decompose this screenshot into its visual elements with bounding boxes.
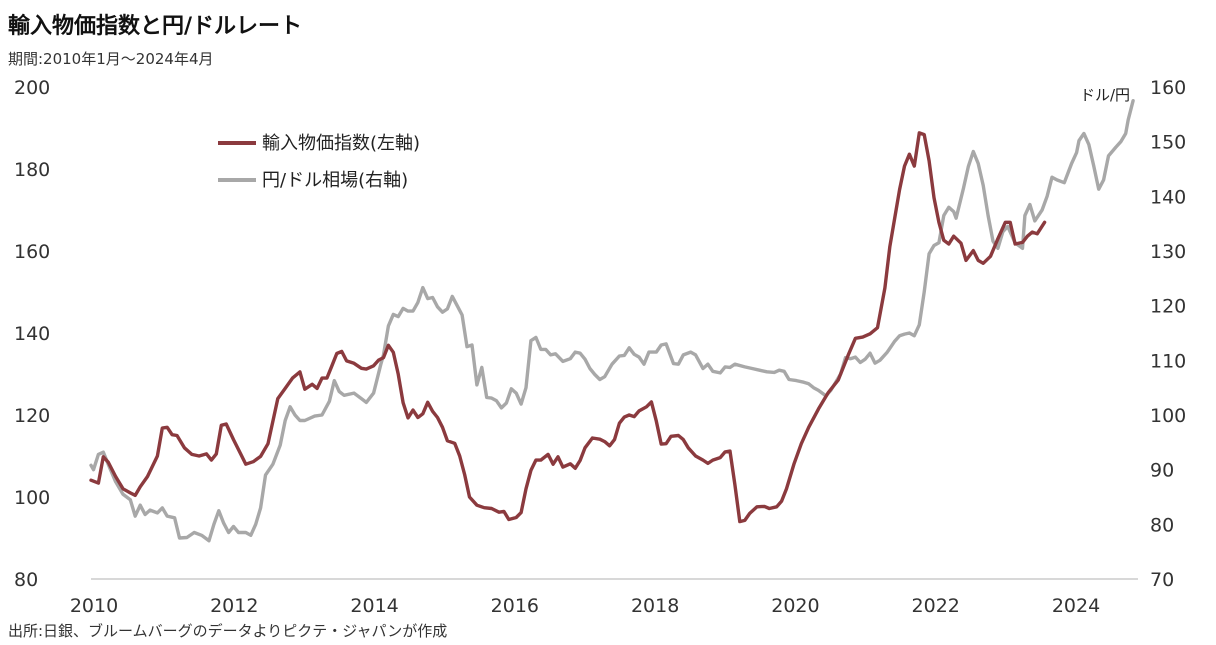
left-tick-label: 140 — [14, 323, 50, 345]
x-tick-label: 2022 — [912, 595, 960, 617]
right-tick-label: 160 — [1150, 77, 1186, 99]
left-axis-ticks: 200 180 160 140 120 100 80 — [14, 77, 50, 591]
series-line-usd-jpy — [89, 99, 1135, 543]
right-tick-label: 110 — [1150, 350, 1186, 372]
left-tick-label: 100 — [14, 487, 50, 509]
x-tick-label: 2018 — [631, 595, 679, 617]
legend-label-import-price: 輸入物価指数(左軸) — [262, 133, 420, 154]
chart-subtitle: 期間:2010年1月〜2024年4月 — [8, 50, 214, 68]
x-tick-label: 2024 — [1052, 595, 1100, 617]
x-tick-label: 2016 — [491, 595, 539, 617]
chart-legend: 輸入物価指数(左軸) 円/ドル相場(右軸) — [218, 133, 420, 191]
series-line-import-price — [89, 131, 1047, 524]
right-tick-label: 150 — [1150, 132, 1186, 154]
legend-label-usd-jpy: 円/ドル相場(右軸) — [262, 170, 408, 191]
x-tick-label: 2012 — [210, 595, 258, 617]
right-tick-label: 70 — [1150, 569, 1174, 591]
right-tick-label: 140 — [1150, 186, 1186, 208]
left-tick-label: 120 — [14, 405, 50, 427]
left-tick-label: 80 — [14, 569, 38, 591]
x-tick-label: 2010 — [70, 595, 118, 617]
right-tick-label: 80 — [1150, 514, 1174, 536]
source-note: 出所:日銀、ブルームバーグのデータよりピクテ・ジャパンが作成 — [8, 622, 448, 640]
right-axis-ticks: 160 150 140 130 120 110 100 90 80 70 — [1150, 77, 1186, 591]
left-tick-label: 160 — [14, 241, 50, 263]
right-tick-label: 120 — [1150, 296, 1186, 318]
x-tick-label: 2014 — [350, 595, 398, 617]
left-tick-label: 200 — [14, 77, 50, 99]
x-tick-label: 2020 — [771, 595, 819, 617]
right-tick-label: 130 — [1150, 241, 1186, 263]
left-tick-label: 180 — [14, 159, 50, 181]
right-tick-label: 100 — [1150, 405, 1186, 427]
x-axis-ticks: 2010 2012 2014 2016 2018 2020 2022 2024 — [70, 595, 1100, 617]
series-layer — [89, 99, 1135, 543]
right-tick-label: 90 — [1150, 460, 1174, 482]
right-axis-unit-label: ドル/円 — [1080, 86, 1130, 104]
chart-title: 輸入物価指数と円/ドルレート — [8, 14, 303, 39]
